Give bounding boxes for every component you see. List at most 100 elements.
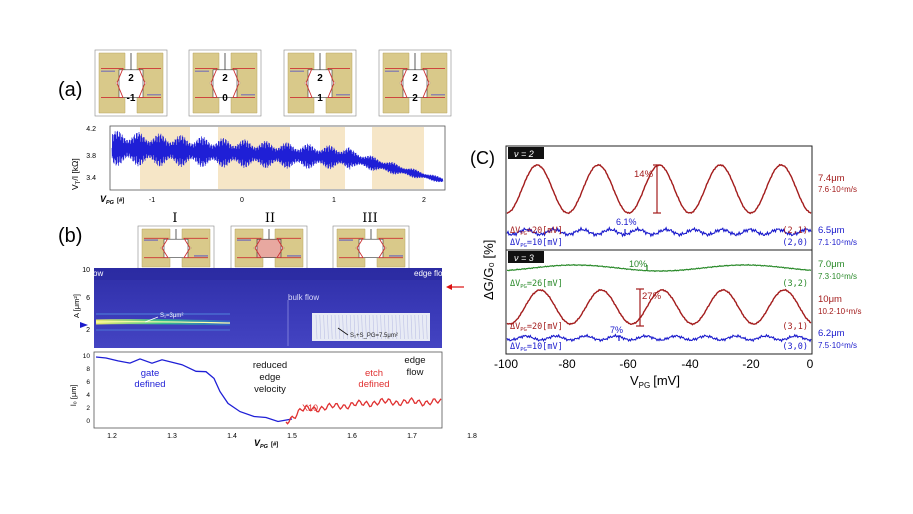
pct-3-0: 7% <box>610 325 623 335</box>
inset-streak <box>395 314 398 340</box>
edge-channel-left <box>144 237 169 259</box>
length-2-0: 6.5μm <box>818 225 845 236</box>
panel-a-ylabel: VT/I [kΩ] <box>70 158 82 190</box>
panel-b-devices <box>137 225 410 271</box>
inset-streak <box>372 314 375 340</box>
edge-channel-blue <box>290 70 350 96</box>
plunger-gate <box>307 69 333 98</box>
device-top-number: 2 <box>222 73 228 84</box>
velocity-3-1: 10.2·10⁴m/s <box>818 307 861 316</box>
inset-streak <box>368 314 371 340</box>
trace-3-1 <box>506 288 812 326</box>
panel-a-xlabel: VPG [#] <box>100 194 124 206</box>
pct-2-1: 14% <box>634 169 654 180</box>
pct-3-2: 10% <box>629 259 647 269</box>
plateau-band <box>372 127 424 189</box>
reduced-velocity-label-line1: reduced <box>253 360 287 371</box>
state-3-2: (3,2) <box>782 279 808 289</box>
device-bottom-number: 0 <box>222 93 228 104</box>
nu3-badge <box>508 251 544 263</box>
trace-2-0 <box>506 226 812 238</box>
device-schematic <box>137 225 215 271</box>
map-ytick: 6 <box>86 295 90 302</box>
roman-numeral-ii: II <box>265 211 275 226</box>
inset-streak <box>319 314 322 340</box>
device-schematic <box>332 225 410 271</box>
panel-a-ytick: 4.2 <box>86 126 96 133</box>
device-schematic <box>230 225 308 271</box>
inset-streak <box>414 314 417 340</box>
nu2-badge <box>508 147 544 159</box>
map-s1-label: S₁=3μm² <box>160 313 183 319</box>
edge-channel-right <box>327 68 350 98</box>
panel-c-plot: ν = 2 ν = 3 14% 6.1% 10% 27% <box>481 145 861 390</box>
inset-streak <box>361 314 363 340</box>
inset-streak <box>387 314 390 340</box>
length-3-0: 6.2μm <box>818 328 845 339</box>
panel-a-xtick: -1 <box>149 197 155 204</box>
map-ytick: 10 <box>82 267 90 274</box>
panel-a-ytick: 3.4 <box>86 175 96 182</box>
panel-c-xticks: -100 -80 -60 -40 -20 0 <box>494 357 814 371</box>
roman-numeral-iii: III <box>362 211 377 226</box>
inset-streak <box>365 314 367 340</box>
etch-defined-curve <box>285 396 442 425</box>
length-3-1: 10μm <box>818 294 842 305</box>
inset-streak <box>399 314 401 340</box>
lower-ytick: 6 <box>86 379 90 386</box>
lower-ytick: 10 <box>83 353 91 360</box>
edge-channel-right <box>138 68 161 98</box>
state-3-0: (3,0) <box>782 342 808 352</box>
device-schematic: 2 -1 <box>94 49 168 117</box>
map-edge-flow-right: edge flow <box>414 269 448 278</box>
panel-c-xtick: -20 <box>742 357 760 371</box>
device-schematic: 21 <box>283 49 357 117</box>
plunger-gate <box>358 238 384 258</box>
lower-xtick: 1.8 <box>467 433 477 440</box>
pct-2-0: 6.1% <box>616 217 637 227</box>
velocity-2-0: 7.1·10⁴m/s <box>818 238 857 247</box>
edge-channel-left <box>237 237 262 259</box>
map-ylabel: A [μm²] <box>72 294 81 318</box>
panel-a-xtick: 1 <box>332 197 336 204</box>
panel-c-xlabel: VPG [mV] <box>630 373 680 390</box>
dv-3-1: ΔVPG=20[mV] <box>510 322 563 333</box>
lower-ytick: 2 <box>86 405 90 412</box>
edge-channel-left <box>339 237 364 259</box>
roman-numeral-i: I <box>172 211 177 226</box>
length-3-2: 7.0μm <box>818 259 845 270</box>
device-bottom-number: 2 <box>412 93 418 104</box>
edge-channel-right <box>422 68 445 98</box>
gate-defined-label-line1: gate <box>141 368 160 379</box>
map-right-arrowhead-icon <box>446 284 452 290</box>
plunger-gate <box>212 69 238 98</box>
inset-streak <box>334 314 337 340</box>
panel-c-xtick: -100 <box>494 357 518 371</box>
gate-defined-curve <box>95 356 293 423</box>
velocity-3-2: 7.3·10⁴m/s <box>818 272 857 281</box>
map-s2-label: S₁+S_PG=7.5μm² <box>350 333 398 339</box>
inset-streak <box>391 314 394 340</box>
edge-channel-right <box>232 68 255 98</box>
panel-b-inset-streaks <box>315 314 428 340</box>
edge-channel-left <box>195 68 218 98</box>
trace-3-0 <box>506 333 812 343</box>
device-top-number: 2 <box>412 73 418 84</box>
plunger-gate <box>256 238 282 258</box>
inset-streak <box>357 314 360 340</box>
edge-channel-blue <box>101 70 161 96</box>
lower-xtick: 1.3 <box>167 433 177 440</box>
device-schematic: 20 <box>188 49 262 117</box>
inset-streak <box>346 314 348 340</box>
lower-xlabel: VPG [#] <box>254 438 278 450</box>
edge-channel-right <box>276 237 301 259</box>
lower-yticks: 10 8 6 4 2 0 <box>83 353 91 425</box>
map-bulk-flow: bulk flow <box>288 293 319 302</box>
velocity-3-0: 7.5·10⁴m/s <box>818 341 857 350</box>
inset-streak <box>342 314 344 340</box>
inset-streak <box>376 314 379 340</box>
inset-streak <box>384 314 386 340</box>
map-left-arrow-icon <box>80 322 88 328</box>
